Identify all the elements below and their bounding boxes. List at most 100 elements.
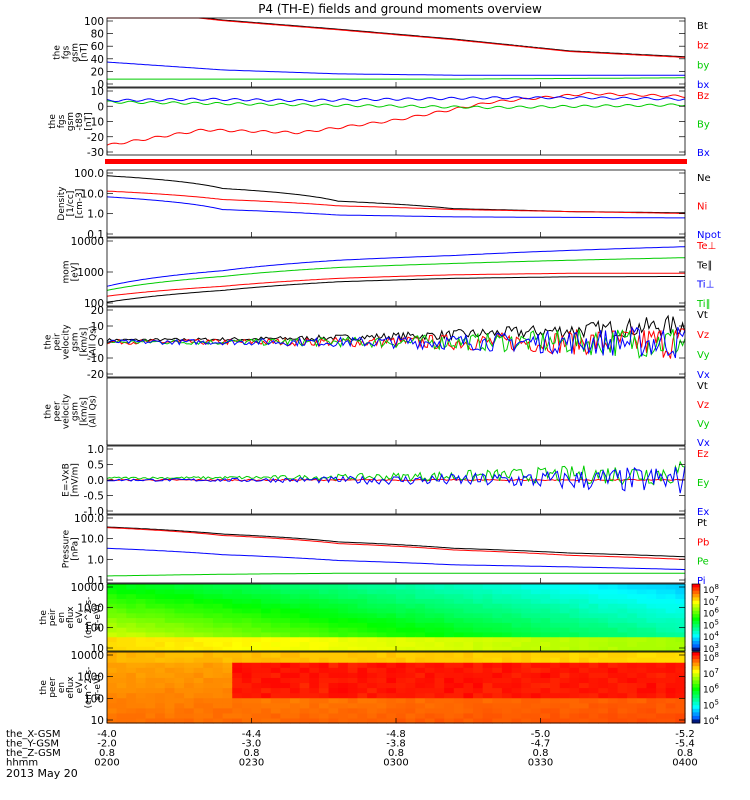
heatmap-cell xyxy=(530,627,542,633)
heatmap-cell xyxy=(338,662,349,668)
heatmap-cell xyxy=(665,584,676,590)
heatmap-cell xyxy=(376,672,387,678)
heatmap-cell xyxy=(444,702,455,709)
heatmap-cell xyxy=(280,672,291,678)
heatmap-cell xyxy=(232,612,243,619)
heatmap-cell xyxy=(569,612,580,619)
heatmap-cell xyxy=(501,662,513,668)
heatmap-cell xyxy=(222,707,233,714)
heatmap-cell xyxy=(511,702,522,709)
ylabel-line: the xyxy=(48,114,58,129)
heatmap-cell xyxy=(251,657,262,663)
heatmap-cell xyxy=(126,598,137,604)
heatmap-cell xyxy=(357,641,368,647)
heatmap-cell xyxy=(434,593,445,599)
heatmap-cell xyxy=(550,603,561,609)
heatmap-cell xyxy=(203,612,214,619)
heatmap-cell xyxy=(646,702,657,709)
heatmap-cell xyxy=(444,598,455,604)
heatmap-cell xyxy=(155,646,166,652)
heatmap-cell xyxy=(627,682,638,689)
heatmap-cell xyxy=(646,672,657,678)
heatmap-cell xyxy=(530,652,542,658)
heatmap-cell xyxy=(270,712,281,719)
heatmap-cell xyxy=(193,607,204,614)
ephemeris-value: -3.0 xyxy=(242,739,262,750)
heatmap-cell xyxy=(569,687,580,694)
heatmap-cell xyxy=(579,612,590,619)
heatmap-cell xyxy=(357,593,368,599)
heatmap-cell xyxy=(617,707,628,714)
heatmap-cell xyxy=(261,707,272,714)
heatmap-cell xyxy=(559,612,570,619)
heatmap-cell xyxy=(126,687,137,694)
heatmap-cell xyxy=(405,636,416,643)
heatmap-cell xyxy=(145,588,156,595)
heatmap-cell xyxy=(193,662,204,668)
heatmap-cell xyxy=(550,584,561,590)
heatmap-cell xyxy=(559,593,570,599)
heatmap-cell xyxy=(184,598,195,604)
heatmap-cell xyxy=(463,662,474,668)
heatmap-cell xyxy=(492,692,503,699)
ytick-label: 0.1 xyxy=(87,229,104,241)
heatmap-cell xyxy=(270,646,281,652)
legend-entry: Bx xyxy=(697,148,710,159)
heatmap-cell xyxy=(492,697,503,704)
ytick-label: 10 xyxy=(91,86,104,98)
heatmap-cell xyxy=(261,646,272,652)
heatmap-cell xyxy=(405,682,416,689)
heatmap-cell xyxy=(482,641,493,647)
heatmap-cell xyxy=(164,636,176,643)
heatmap-cell xyxy=(675,717,686,724)
heatmap-cell xyxy=(212,652,224,658)
legend-entry: By xyxy=(697,120,710,131)
heatmap-cell xyxy=(617,657,628,663)
heatmap-cell xyxy=(396,636,407,643)
heatmap-cell xyxy=(424,687,436,694)
heatmap-cell xyxy=(309,598,320,604)
heatmap-cell xyxy=(232,682,243,689)
heatmap-cell xyxy=(540,662,551,668)
heatmap-cell xyxy=(675,657,686,663)
heatmap-cell xyxy=(376,677,387,684)
heatmap-cell xyxy=(501,682,513,689)
heatmap-cell xyxy=(376,593,387,599)
heatmap-cell xyxy=(222,687,233,694)
heatmap-cell xyxy=(473,657,484,663)
heatmap-cell xyxy=(540,641,551,647)
heatmap-cell xyxy=(559,687,570,694)
heatmap-cell xyxy=(569,631,580,638)
heatmap-cell xyxy=(241,584,253,590)
heatmap-cell xyxy=(155,667,166,673)
heatmap-cell xyxy=(338,667,349,673)
heatmap-cell xyxy=(607,627,619,633)
heatmap-cell xyxy=(347,627,359,633)
ytick-label: 1.0 xyxy=(87,554,104,566)
heatmap-cell xyxy=(212,702,224,709)
heatmap-cell xyxy=(598,607,609,614)
heatmap-cell xyxy=(107,612,118,619)
colorbar-segment xyxy=(692,655,700,660)
heatmap-cell xyxy=(386,702,397,709)
heatmap-cell xyxy=(261,622,272,628)
heatmap-cell xyxy=(280,697,291,704)
heatmap-cell xyxy=(396,603,407,609)
heatmap-cell xyxy=(145,622,156,628)
heatmap-cell xyxy=(299,588,310,595)
heatmap-cell xyxy=(473,617,484,623)
heatmap-cell xyxy=(675,712,686,719)
heatmap-cell xyxy=(607,687,619,694)
heatmap-cell xyxy=(367,702,378,709)
heatmap-cell xyxy=(665,702,676,709)
heatmap-cell xyxy=(386,707,397,714)
heatmap-cell xyxy=(579,712,590,719)
heatmap-cell xyxy=(232,617,243,623)
heatmap-cell xyxy=(607,672,619,678)
heatmap-cell xyxy=(617,627,628,633)
heatmap-cell xyxy=(482,682,493,689)
heatmap-cell xyxy=(405,588,416,595)
heatmap-cell xyxy=(174,692,185,699)
heatmap-cell xyxy=(501,627,513,633)
